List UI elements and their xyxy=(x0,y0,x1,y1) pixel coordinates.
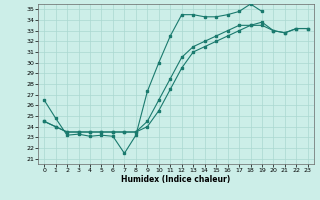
X-axis label: Humidex (Indice chaleur): Humidex (Indice chaleur) xyxy=(121,175,231,184)
